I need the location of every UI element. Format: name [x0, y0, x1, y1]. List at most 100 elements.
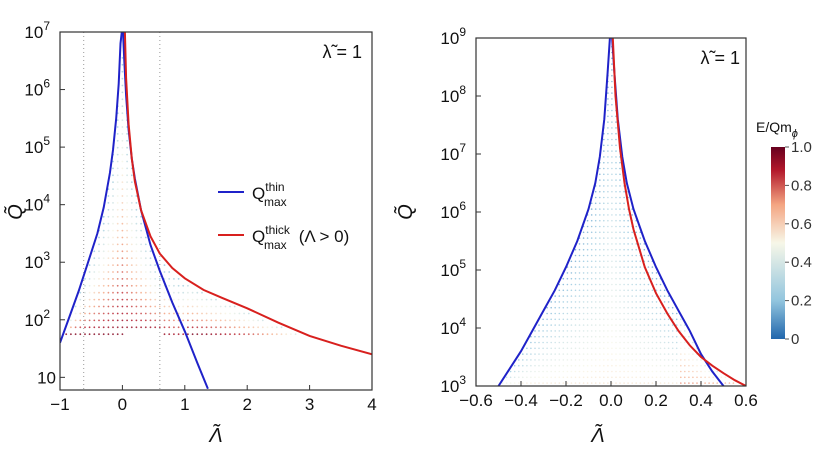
- density-dot: [538, 370, 540, 373]
- density-dot: [79, 305, 82, 308]
- density-dot: [130, 188, 133, 191]
- y-tick-label: 106: [24, 77, 50, 100]
- density-dot: [107, 236, 110, 239]
- density-dot: [177, 305, 180, 308]
- density-dot: [607, 161, 609, 164]
- density-dot: [542, 341, 544, 344]
- density-dot: [599, 347, 601, 350]
- density-dot: [627, 266, 629, 268]
- density-dot: [79, 333, 82, 336]
- density-dot: [158, 305, 161, 308]
- density-dot: [603, 208, 605, 210]
- density-dot: [611, 132, 613, 135]
- density-dot: [671, 382, 674, 384]
- density-dot: [659, 335, 662, 338]
- density-dot: [675, 341, 678, 344]
- colorbar: E/Qmϕ 1.00.80.60.40.20: [756, 119, 812, 348]
- density-dot: [627, 376, 629, 379]
- density-dot: [566, 347, 569, 350]
- density-dot: [582, 231, 585, 234]
- density-dot: [631, 266, 633, 268]
- density-dot: [688, 353, 690, 355]
- density-dot: [121, 326, 124, 329]
- density-dot: [684, 364, 686, 367]
- density-dot: [271, 333, 274, 336]
- density-dot: [163, 264, 166, 266]
- density-dot: [603, 335, 605, 338]
- density-dot: [107, 208, 110, 211]
- density-dot: [233, 319, 236, 322]
- density-dot: [639, 312, 642, 315]
- density-dot: [586, 306, 589, 309]
- density-dot: [534, 370, 536, 373]
- density-dot: [578, 359, 581, 361]
- density-dot: [121, 126, 124, 128]
- density-dot: [158, 284, 161, 287]
- density-dot: [643, 347, 646, 350]
- density-dot: [643, 376, 646, 379]
- density-dot: [98, 264, 100, 266]
- density-dot: [623, 330, 625, 332]
- density-dot: [107, 312, 110, 315]
- density-dot: [659, 376, 662, 379]
- density-dot: [663, 301, 666, 303]
- density-dot: [98, 271, 100, 273]
- density-dot: [140, 236, 143, 239]
- density-dot: [590, 295, 593, 297]
- density-dot: [724, 382, 727, 384]
- density-dot: [112, 284, 114, 287]
- density-dot: [615, 266, 617, 268]
- density-dot: [671, 324, 674, 326]
- density-dot: [655, 272, 658, 274]
- density-dot: [538, 341, 540, 344]
- density-dot: [603, 272, 605, 274]
- density-dot: [651, 359, 654, 361]
- density-dot: [582, 370, 585, 373]
- left-plot-frame: [59, 31, 373, 391]
- density-dot: [219, 326, 222, 329]
- density-dot: [590, 376, 593, 379]
- density-dot: [623, 196, 625, 199]
- density-dot: [627, 254, 629, 257]
- density-dot: [144, 305, 147, 308]
- density-dot: [692, 341, 694, 344]
- density-dot: [578, 376, 581, 379]
- density-dot: [102, 243, 105, 246]
- density-dot: [102, 222, 105, 225]
- density-dot: [611, 347, 613, 350]
- density-dot: [704, 382, 706, 384]
- density-dot: [671, 347, 674, 350]
- density-dot: [79, 326, 82, 329]
- density-dot: [562, 370, 565, 373]
- density-dot: [546, 330, 548, 332]
- density-dot: [546, 376, 548, 379]
- density-dot: [639, 306, 642, 309]
- density-dot: [530, 347, 532, 350]
- density-dot: [611, 103, 613, 106]
- density-dot: [566, 301, 569, 303]
- density-dot: [619, 214, 621, 216]
- density-dot: [599, 359, 601, 361]
- density-dot: [574, 364, 577, 367]
- density-dot: [210, 312, 213, 315]
- density-dot: [582, 330, 585, 332]
- density-dot: [671, 376, 674, 379]
- density-dot: [238, 312, 241, 315]
- density-dot: [574, 277, 577, 280]
- density-dot: [635, 335, 637, 338]
- density-dot: [590, 364, 593, 367]
- x-tick-label: 0: [118, 395, 127, 414]
- density-dot: [607, 289, 609, 292]
- density-dot: [135, 208, 138, 211]
- density-dot: [578, 277, 581, 280]
- density-dot: [526, 382, 528, 384]
- density-dot: [667, 301, 670, 303]
- density-dot: [130, 319, 133, 322]
- density-dot: [126, 236, 128, 239]
- density-dot: [603, 225, 605, 228]
- density-dot: [659, 359, 662, 361]
- density-dot: [607, 179, 609, 181]
- density-dot: [84, 278, 86, 280]
- density-dot: [158, 312, 161, 315]
- density-dot: [623, 353, 625, 355]
